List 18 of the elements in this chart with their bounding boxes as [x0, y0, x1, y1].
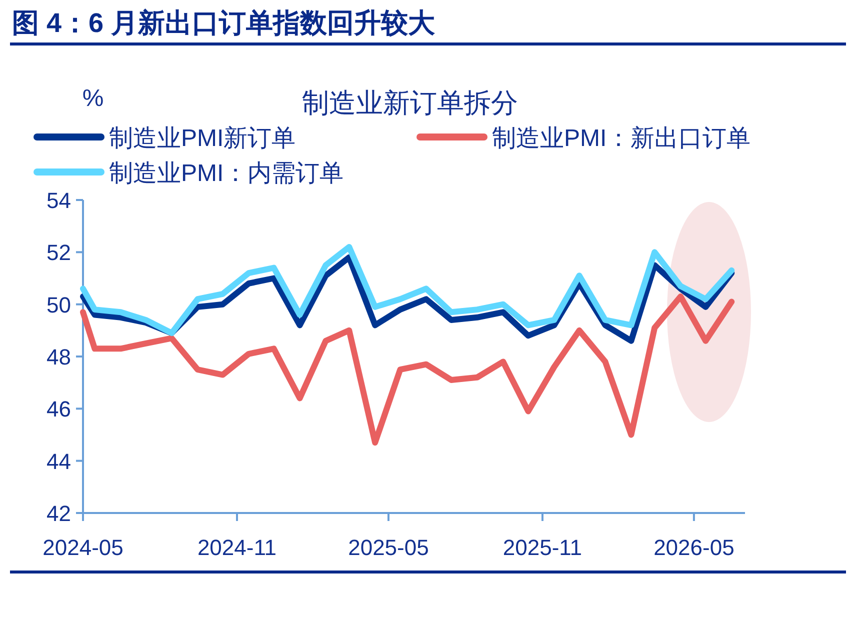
x-tick-label: 2025-05 — [348, 535, 429, 560]
x-tick-label: 2024-05 — [42, 535, 124, 560]
y-axis-title: % — [82, 85, 104, 112]
y-tick-label: 46 — [46, 396, 71, 422]
chart-subtitle: 制造业新订单拆分 — [302, 88, 518, 118]
y-tick-label: 48 — [46, 344, 71, 370]
y-tick-label: 54 — [46, 188, 71, 213]
y-tick-label: 52 — [46, 240, 71, 266]
legend-label: 制造业PMI：内需订单 — [109, 160, 344, 187]
legend-label: 制造业PMI新订单 — [109, 125, 296, 152]
y-tick-label: 42 — [46, 501, 71, 526]
x-tick-label: 2026-05 — [654, 535, 734, 560]
x-tick-label: 2025-11 — [502, 535, 582, 560]
legend-label: 制造业PMI：新出口订单 — [492, 125, 751, 152]
x-tick-label: 2024-11 — [197, 535, 277, 560]
chart-title: 图 4：6 月新出口订单指数回升较大 — [12, 8, 436, 38]
y-tick-label: 44 — [46, 448, 71, 474]
y-tick-label: 50 — [46, 292, 71, 318]
